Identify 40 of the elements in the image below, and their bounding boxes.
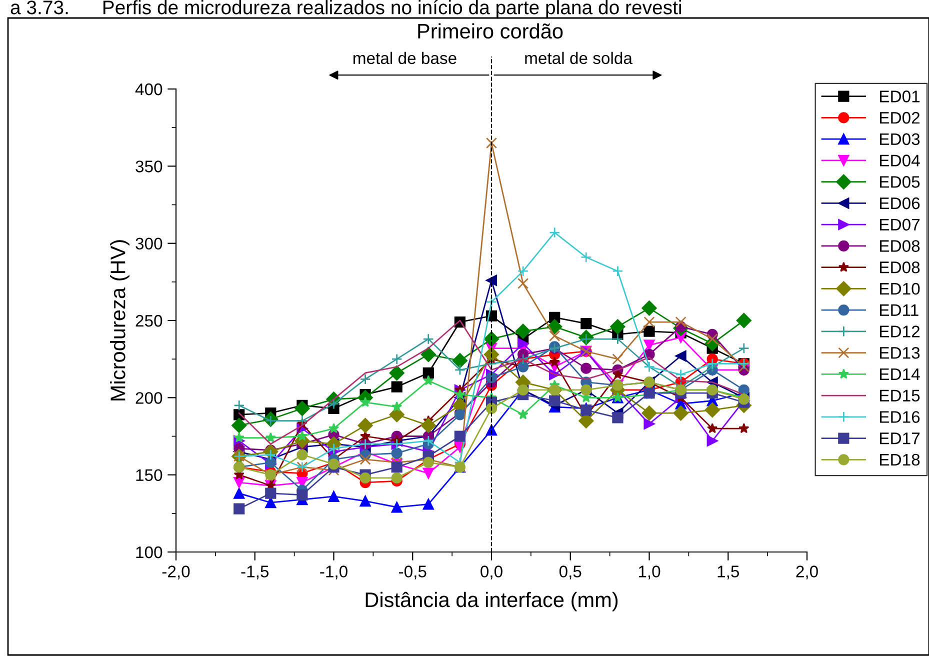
x-axis-title: Distância da interface (mm) — [366, 592, 618, 612]
legend-label: ED13 — [880, 346, 920, 359]
legend-label: ED05 — [880, 176, 920, 188]
legend-label: ED12 — [880, 326, 920, 338]
text: metal de solda — [525, 52, 632, 64]
y-tick-label: 150 — [136, 469, 162, 482]
x-tick-label: 1,5 — [718, 566, 740, 580]
x-tick-label: -1,5 — [241, 566, 269, 580]
x-tick-label: -0,5 — [399, 566, 426, 580]
y-tick-label: 350 — [136, 160, 162, 172]
text: a 3.73. Perfis de microdureza realizados no início da parte plana do revesti — [10, 0, 681, 18]
legend-label: ED15 — [880, 390, 920, 402]
x-tick-label: 2,0 — [796, 566, 818, 580]
legend-label: ED10 — [880, 282, 920, 295]
x-tick-label: 0,5 — [559, 566, 582, 580]
x-tick-label: 0,0 — [480, 566, 502, 580]
legend-label: ED08 — [880, 262, 920, 274]
x-tick-label: -2,0 — [162, 566, 190, 580]
legend-label: ED06 — [880, 197, 920, 210]
y-tick-label: 300 — [136, 238, 162, 250]
x-tick-label: 1,0 — [638, 566, 660, 580]
y-tick-label: 200 — [136, 392, 162, 404]
legend-label: ED08 — [880, 240, 920, 252]
chart-title: Primeiro cordão — [418, 23, 563, 39]
legend-label: ED18 — [880, 454, 920, 466]
legend-label: ED04 — [880, 154, 920, 166]
legend-label: ED03 — [880, 133, 920, 146]
y-tick-label: 400 — [135, 83, 162, 96]
legend-label: ED01 — [880, 90, 920, 102]
x-tick-label: -1,0 — [320, 566, 348, 580]
y-tick-label: 100 — [136, 546, 162, 558]
legend-label: ED11 — [880, 304, 918, 316]
legend-label: ED07 — [880, 218, 920, 231]
text: metal de base — [354, 52, 456, 64]
legend-label: ED14 — [880, 368, 920, 380]
legend-label: ED17 — [880, 432, 920, 444]
legend-label: ED16 — [880, 411, 920, 423]
legend-label: ED02 — [880, 112, 920, 124]
y-axis-title: Microdureza (HV) — [110, 240, 130, 400]
y-tick-label: 250 — [136, 314, 162, 327]
